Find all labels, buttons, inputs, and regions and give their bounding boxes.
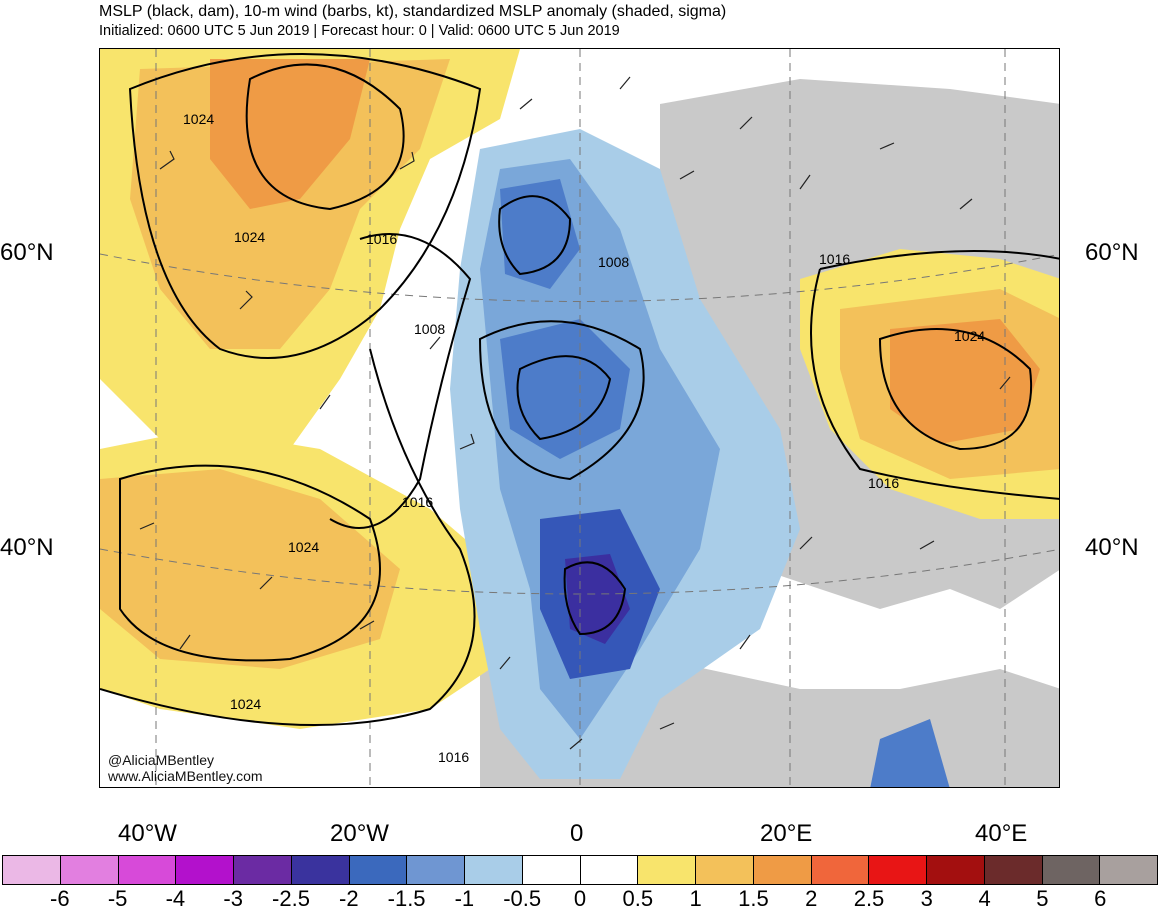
colorbar-swatch — [753, 856, 812, 884]
colorbar-swatch — [349, 856, 408, 884]
isobar-label: 1008 — [598, 254, 629, 270]
positive-anomaly-shading — [100, 49, 1059, 729]
anomaly-pos-russia-core — [890, 319, 1040, 444]
isobar-1016-west — [329, 233, 472, 529]
colorbar-swatch — [60, 856, 119, 884]
wind-barbs — [139, 76, 1011, 750]
isobar-label: 1024 — [288, 539, 319, 555]
lat-label-40n-left: 40°N — [0, 534, 54, 561]
lat-label-60n-left: 60°N — [0, 239, 54, 266]
colorbar-swatch — [580, 856, 639, 884]
isobar-label: 1016 — [438, 749, 469, 765]
isobar-russia-1016 — [810, 250, 1059, 500]
colorbar-swatch — [638, 856, 696, 884]
isobar-label: 1024 — [954, 328, 985, 344]
colorbar-label: -3 — [223, 886, 243, 911]
isobar-labels: 1024 1024 1016 1008 1008 1016 1024 1024 … — [183, 111, 985, 765]
lon-label-40e: 40°E — [975, 820, 1028, 847]
anomaly-neg-egypt — [870, 719, 950, 787]
lon-label-0: 0 — [570, 820, 584, 847]
negative-anomaly-shading — [450, 129, 950, 787]
map-panel: 1024 1024 1016 1008 1008 1016 1024 1024 … — [99, 48, 1060, 788]
isobar-low-uk — [516, 355, 612, 441]
isobars — [100, 53, 1059, 726]
colorbar-label: -5 — [107, 886, 128, 911]
isobar-atlantic-1024 — [119, 464, 381, 662]
graticule — [100, 49, 1059, 787]
colorbar-swatch — [811, 856, 870, 884]
anomaly-neg-uk — [500, 319, 630, 459]
colorbar-label: 1 — [689, 886, 702, 911]
isobar-russia-1024 — [878, 328, 1033, 451]
colorbar-swatch — [984, 856, 1043, 884]
colorbar-label: 4 — [978, 886, 991, 911]
lon-label-20e: 20°E — [760, 820, 813, 847]
colorbar-label: 6 — [1094, 886, 1107, 911]
colorbar-swatch — [465, 856, 523, 884]
colorbar-label: 2 — [805, 886, 818, 911]
map-canvas: 1024 1024 1016 1008 1008 1016 1024 1024 … — [100, 49, 1059, 787]
colorbar-label: -1.5 — [387, 886, 426, 911]
lon-label-40w: 40°W — [118, 820, 177, 847]
colorbar-label: -0.5 — [503, 886, 542, 911]
colorbar-label: -4 — [165, 886, 186, 911]
colorbar-swatch — [522, 856, 581, 884]
colorbar-swatch — [234, 856, 292, 884]
isobar-1008-uk — [478, 320, 645, 481]
anomaly-neg-norwegian-sea — [500, 179, 580, 289]
isobar-greenland-1024 — [128, 53, 482, 359]
anomaly-pos-greenland-core — [210, 59, 370, 209]
colorbar-label: 5 — [1036, 886, 1049, 911]
colorbar-label: 1.5 — [738, 886, 769, 911]
anomaly-pos-atlantic-inner — [100, 469, 400, 669]
colorbar-label: -6 — [50, 886, 70, 911]
isobar-atlantic-1016 — [100, 348, 476, 726]
isobar-label: 1024 — [234, 229, 265, 245]
chart-title: MSLP (black, dam), 10-m wind (barbs, kt)… — [99, 3, 727, 20]
colorbar-swatch — [3, 856, 61, 884]
colorbar-label: -2 — [339, 886, 359, 911]
isobar-low-iberia — [563, 561, 627, 636]
lat-label-40n-right: 40°N — [1085, 534, 1139, 561]
colorbar-swatch — [291, 856, 350, 884]
isobar-label: 1016 — [402, 494, 433, 510]
colorbar-label: 0 — [573, 886, 587, 911]
colorbar-label: 3 — [920, 886, 933, 911]
colorbar-swatch — [927, 856, 985, 884]
lat-label-60n-right: 60°N — [1085, 239, 1139, 266]
isobar-label: 1024 — [230, 696, 261, 712]
colorbar-label: 2.5 — [853, 886, 885, 911]
colorbar-label: -2.5 — [272, 886, 310, 911]
credit-website: www.AliciaMBentley.com — [108, 768, 263, 784]
isobar-label: 1008 — [414, 321, 445, 337]
credit-handle: @AliciaMBentley — [108, 752, 215, 768]
colorbar-swatch — [407, 856, 465, 884]
isobar-low-norwegian — [498, 195, 572, 276]
chart-subtitle: Initialized: 0600 UTC 5 Jun 2019 | Forec… — [99, 23, 620, 39]
isobar-label: 1016 — [868, 475, 899, 491]
colorbar-label: -1 — [454, 886, 475, 911]
colorbar-swatch — [696, 856, 754, 884]
isobar-label: 1016 — [366, 231, 397, 247]
isobar-greenland-high — [245, 63, 405, 211]
colorbar-swatch — [869, 856, 927, 884]
isobar-label: 1024 — [183, 111, 214, 127]
isobar-label: 1016 — [819, 251, 850, 267]
anomaly-colorbar — [2, 855, 1158, 885]
colorbar-swatch — [176, 856, 234, 884]
colorbar-swatch — [118, 856, 177, 884]
colorbar-swatch — [1042, 856, 1101, 884]
colorbar-swatch — [1100, 856, 1157, 884]
lon-label-20w: 20°W — [330, 820, 389, 847]
colorbar-label: 0.5 — [622, 886, 654, 911]
